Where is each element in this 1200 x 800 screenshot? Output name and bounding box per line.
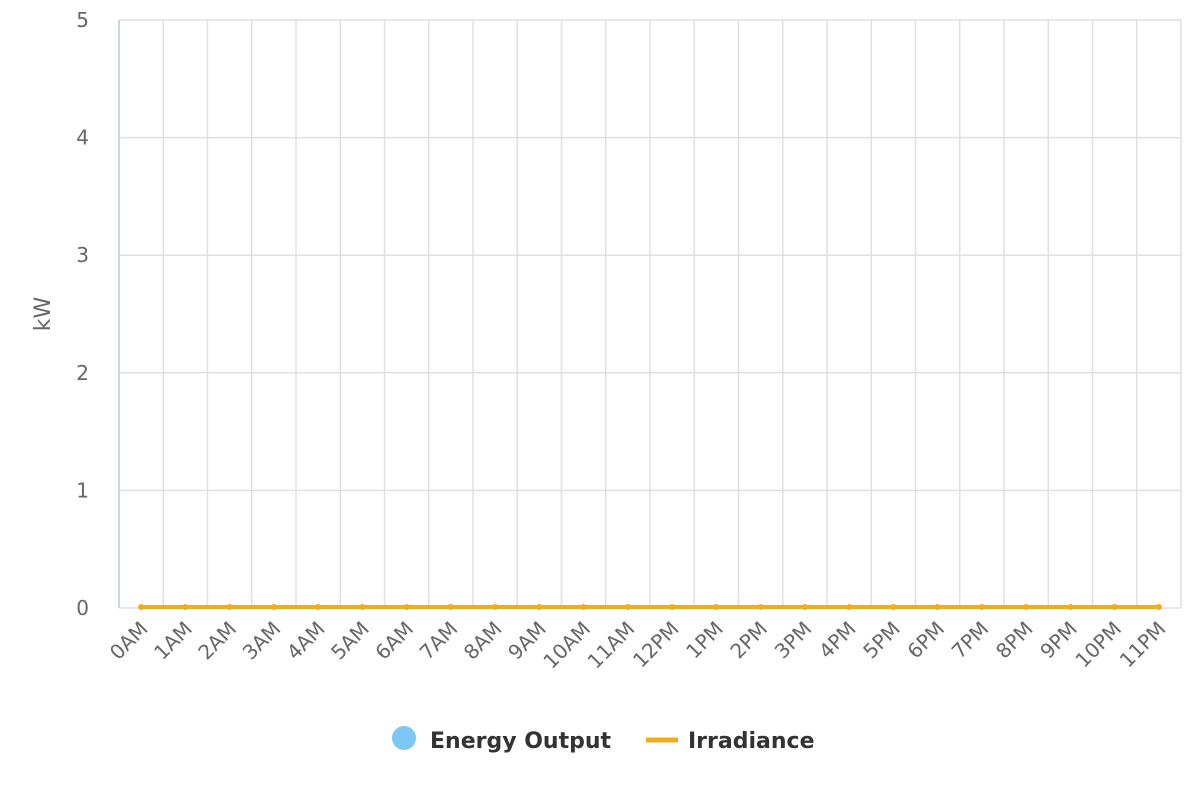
grid (118, 19, 1182, 609)
irradiance-point (1023, 604, 1030, 610)
legend-label-irradiance: Irradiance (688, 729, 815, 754)
y-tick-label: 3 (76, 243, 89, 267)
irradiance-point (580, 604, 587, 610)
legend-item-energy-output[interactable]: Energy Output (392, 726, 612, 754)
irradiance-point (138, 604, 145, 610)
irradiance-point (846, 604, 853, 610)
irradiance-point (359, 604, 366, 610)
irradiance-point (315, 604, 322, 610)
irradiance-point (624, 604, 631, 610)
y-tick-label: 0 (76, 596, 89, 620)
y-tick-label: 2 (76, 361, 89, 385)
irradiance-point (757, 604, 764, 610)
irradiance-point (934, 604, 941, 610)
legend-label-energy-output: Energy Output (430, 729, 612, 754)
irradiance-point (492, 604, 499, 610)
irradiance-point (226, 604, 233, 610)
y-tick-label: 4 (76, 126, 89, 150)
irradiance-point (713, 604, 720, 610)
y-tick-label: 5 (76, 8, 89, 32)
irradiance-point (801, 604, 808, 610)
irradiance-point (182, 604, 189, 610)
irradiance-point (669, 604, 676, 610)
legend: Energy Output Irradiance (392, 726, 815, 754)
irradiance-point (447, 604, 454, 610)
irradiance-point (1067, 604, 1074, 610)
irradiance-point (1155, 604, 1162, 610)
irradiance-point (890, 604, 897, 610)
irradiance-point (978, 604, 985, 610)
y-axis-title: kW (31, 297, 56, 332)
irradiance-point (536, 604, 543, 610)
irradiance-point (403, 604, 410, 610)
irradiance-point (1111, 604, 1118, 610)
energy-output-legend-icon (392, 726, 416, 750)
plot-area (138, 604, 1162, 610)
y-tick-label: 1 (76, 478, 89, 502)
legend-item-irradiance[interactable]: Irradiance (646, 729, 815, 754)
irradiance-point (270, 604, 277, 610)
